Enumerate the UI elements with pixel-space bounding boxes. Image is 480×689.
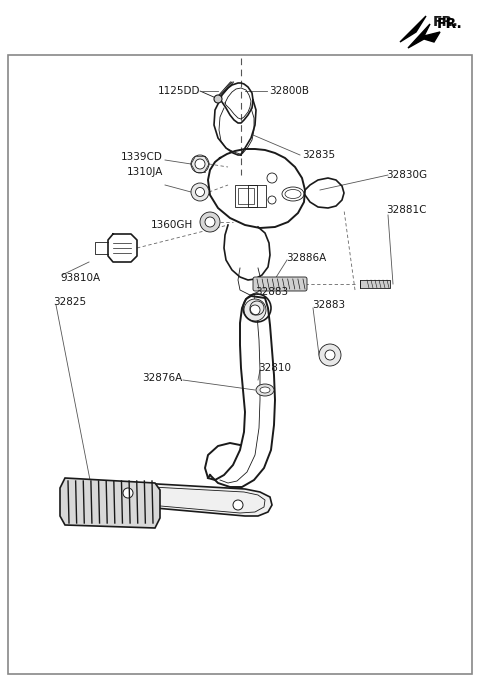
Circle shape [191, 155, 209, 173]
Ellipse shape [260, 387, 270, 393]
Ellipse shape [256, 384, 274, 396]
Circle shape [214, 95, 222, 103]
Circle shape [250, 305, 260, 315]
Polygon shape [408, 24, 440, 48]
Bar [248, 185, 266, 207]
Text: 32881C: 32881C [386, 205, 427, 215]
Polygon shape [60, 478, 160, 528]
Circle shape [195, 159, 205, 169]
Circle shape [325, 350, 335, 360]
Text: 32810: 32810 [258, 363, 291, 373]
Circle shape [200, 212, 220, 232]
Circle shape [319, 344, 341, 366]
Text: 1360GH: 1360GH [151, 220, 193, 230]
Text: 1339CD: 1339CD [121, 152, 163, 162]
Text: 1125DD: 1125DD [157, 86, 200, 96]
FancyBboxPatch shape [253, 277, 307, 291]
Text: FR.: FR. [436, 17, 462, 31]
Bar [235, 185, 257, 207]
Text: FR.: FR. [432, 15, 458, 29]
Circle shape [233, 500, 243, 510]
Text: 32886A: 32886A [286, 253, 326, 263]
Circle shape [123, 488, 133, 498]
Text: 32883: 32883 [312, 300, 345, 310]
Text: 32883: 32883 [255, 287, 288, 297]
Bar [238, 188, 254, 204]
Circle shape [244, 299, 266, 321]
Text: 93810A: 93810A [60, 273, 100, 283]
Text: 1310JA: 1310JA [127, 167, 163, 177]
Bar [360, 280, 390, 288]
Polygon shape [400, 16, 426, 42]
Circle shape [205, 217, 215, 227]
Text: 32876A: 32876A [142, 373, 182, 383]
Text: 32830G: 32830G [386, 170, 427, 180]
Text: 32800B: 32800B [269, 86, 309, 96]
Bar [8, 55, 472, 674]
Circle shape [195, 187, 204, 196]
Text: 32835: 32835 [302, 150, 335, 160]
Circle shape [191, 183, 209, 201]
Polygon shape [93, 482, 272, 516]
Text: 32825: 32825 [53, 297, 86, 307]
